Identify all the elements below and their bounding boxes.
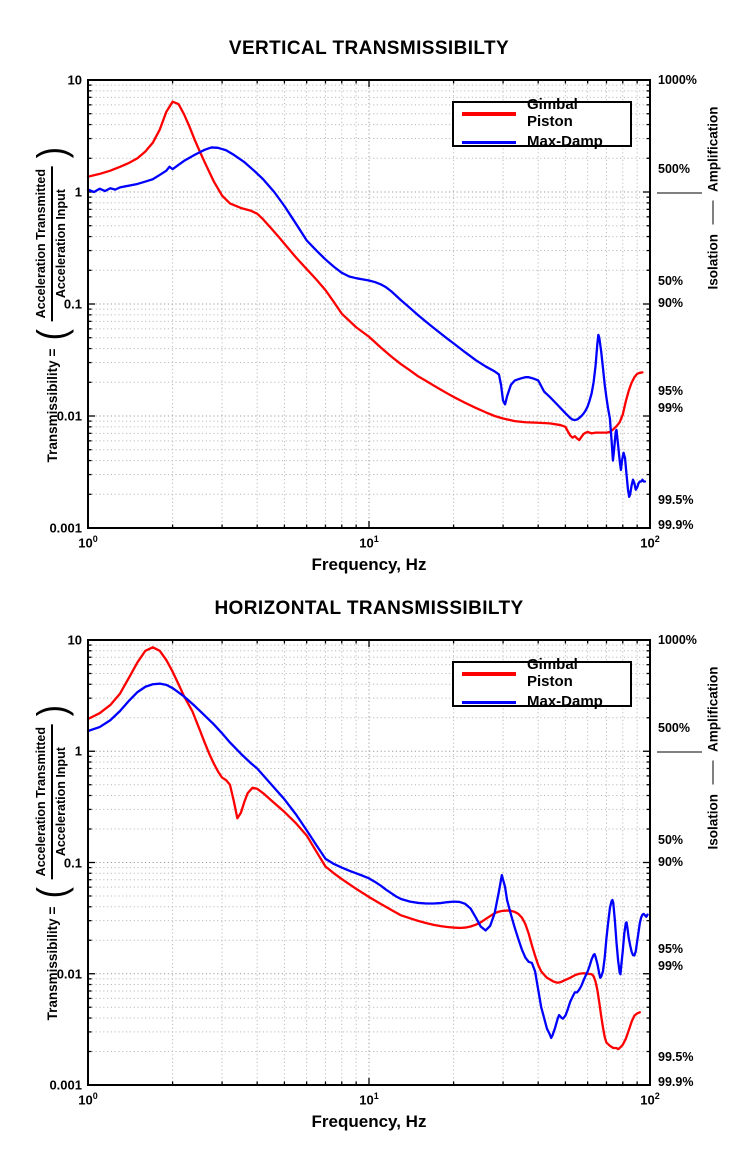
right-axis-label: 99%: [658, 959, 684, 974]
right-axis-label: 99.5%: [658, 1049, 694, 1064]
series-gimbal-piston-curve: [86, 100, 644, 442]
amplification-isolation-divider: [657, 751, 702, 754]
y-tick-label: 0.01: [56, 408, 82, 424]
y-tick-label: 0.001: [49, 1077, 82, 1093]
open-paren: (: [30, 329, 74, 341]
y-tick-label: 10: [67, 632, 82, 648]
close-paren: ): [30, 704, 74, 716]
grid: [88, 80, 650, 528]
x-tick-label: 100: [78, 1091, 98, 1108]
y-tick-label: 0.01: [56, 966, 82, 982]
y-tick-label: 10: [67, 72, 82, 88]
max-damp-line-swatch: [462, 700, 516, 705]
right-axis-label: 99.5%: [658, 492, 694, 507]
series-gimbal-piston-curve: [86, 646, 641, 1051]
gimbal-piston-line-swatch: [462, 671, 516, 676]
close-paren: ): [30, 146, 74, 158]
y-tick-label: 0.001: [49, 520, 82, 536]
right-axis-label: 90%: [658, 854, 684, 869]
open-paren: (: [30, 887, 74, 899]
right-axis-label: 500%: [658, 721, 690, 736]
right-axis-label: 99.9%: [658, 1074, 694, 1089]
plot-frame: [87, 639, 651, 1086]
region-separator-line: [712, 201, 714, 225]
plot-area-vertical: [86, 79, 651, 529]
legend: Gimbal Piston Max-Damp: [452, 97, 632, 150]
amplification-label: Amplification: [705, 106, 721, 192]
series-max-damp-curve: [86, 146, 647, 498]
max-damp-line-swatch: [462, 140, 516, 145]
right-axis-region-labels: Isolation Amplification: [706, 106, 721, 289]
right-axis-region-labels: Isolation Amplification: [706, 666, 721, 849]
y-axis-label-prefix: Transmissibility =: [44, 348, 60, 463]
legend-label: Max-Damp: [527, 133, 603, 151]
amplification-label: Amplification: [705, 666, 721, 752]
series-max-damp-curve: [86, 682, 649, 1040]
x-tick-label: 102: [640, 534, 660, 551]
amplification-isolation-divider: [657, 192, 702, 194]
right-axis-label: 50%: [658, 832, 684, 847]
x-tick-label: 101: [359, 534, 379, 551]
right-axis-label: 50%: [658, 274, 684, 289]
chart-title-vertical: VERTICAL TRANSMISSIBILTY: [228, 38, 510, 59]
right-axis-label: 90%: [658, 296, 684, 311]
right-axis-label: 99.9%: [658, 517, 694, 532]
legend-item-gimbal-piston: Gimbal Piston: [462, 97, 622, 130]
isolation-label: Isolation: [705, 794, 721, 850]
isolation-label: Isolation: [705, 234, 721, 290]
x-axis-label: Frequency, Hz: [311, 555, 427, 574]
legend-label: Max-Damp: [527, 693, 603, 711]
legend-label: Gimbal Piston: [527, 656, 578, 690]
gimbal-piston-line-swatch: [462, 111, 516, 116]
legend: Gimbal Piston Max-Damp: [452, 657, 632, 710]
x-tick-label: 100: [78, 534, 98, 551]
legend-label: Gimbal Piston: [527, 96, 578, 130]
legend-item-max-damp: Max-Damp: [462, 694, 622, 711]
right-axis-label: 95%: [658, 942, 684, 957]
right-axis-label: 1000%: [658, 633, 697, 647]
chart-title-horizontal: HORIZONTAL TRANSMISSIBILTY: [214, 598, 524, 619]
legend-item-max-damp: Max-Damp: [462, 134, 622, 151]
region-separator-line: [712, 761, 714, 785]
right-axis-label: 95%: [658, 384, 684, 399]
plot-canvas: [86, 79, 651, 529]
y-tick-label: 1: [74, 743, 82, 759]
y-tick-label: 0.1: [63, 296, 82, 312]
x-axis-label: Frequency, Hz: [311, 1112, 427, 1131]
x-tick-label: 101: [359, 1091, 379, 1108]
y-axis-label-prefix: Transmissibility =: [44, 906, 60, 1021]
y-tick-label: 1: [74, 184, 82, 200]
plot-frame: [87, 79, 651, 529]
x-tick-label: 102: [640, 1091, 660, 1108]
legend-item-gimbal-piston: Gimbal Piston: [462, 657, 622, 690]
y-tick-label: 0.1: [63, 855, 82, 870]
right-axis-label: 500%: [658, 161, 690, 176]
right-axis-label: 1000%: [658, 73, 697, 87]
right-axis-label: 99%: [658, 401, 684, 416]
